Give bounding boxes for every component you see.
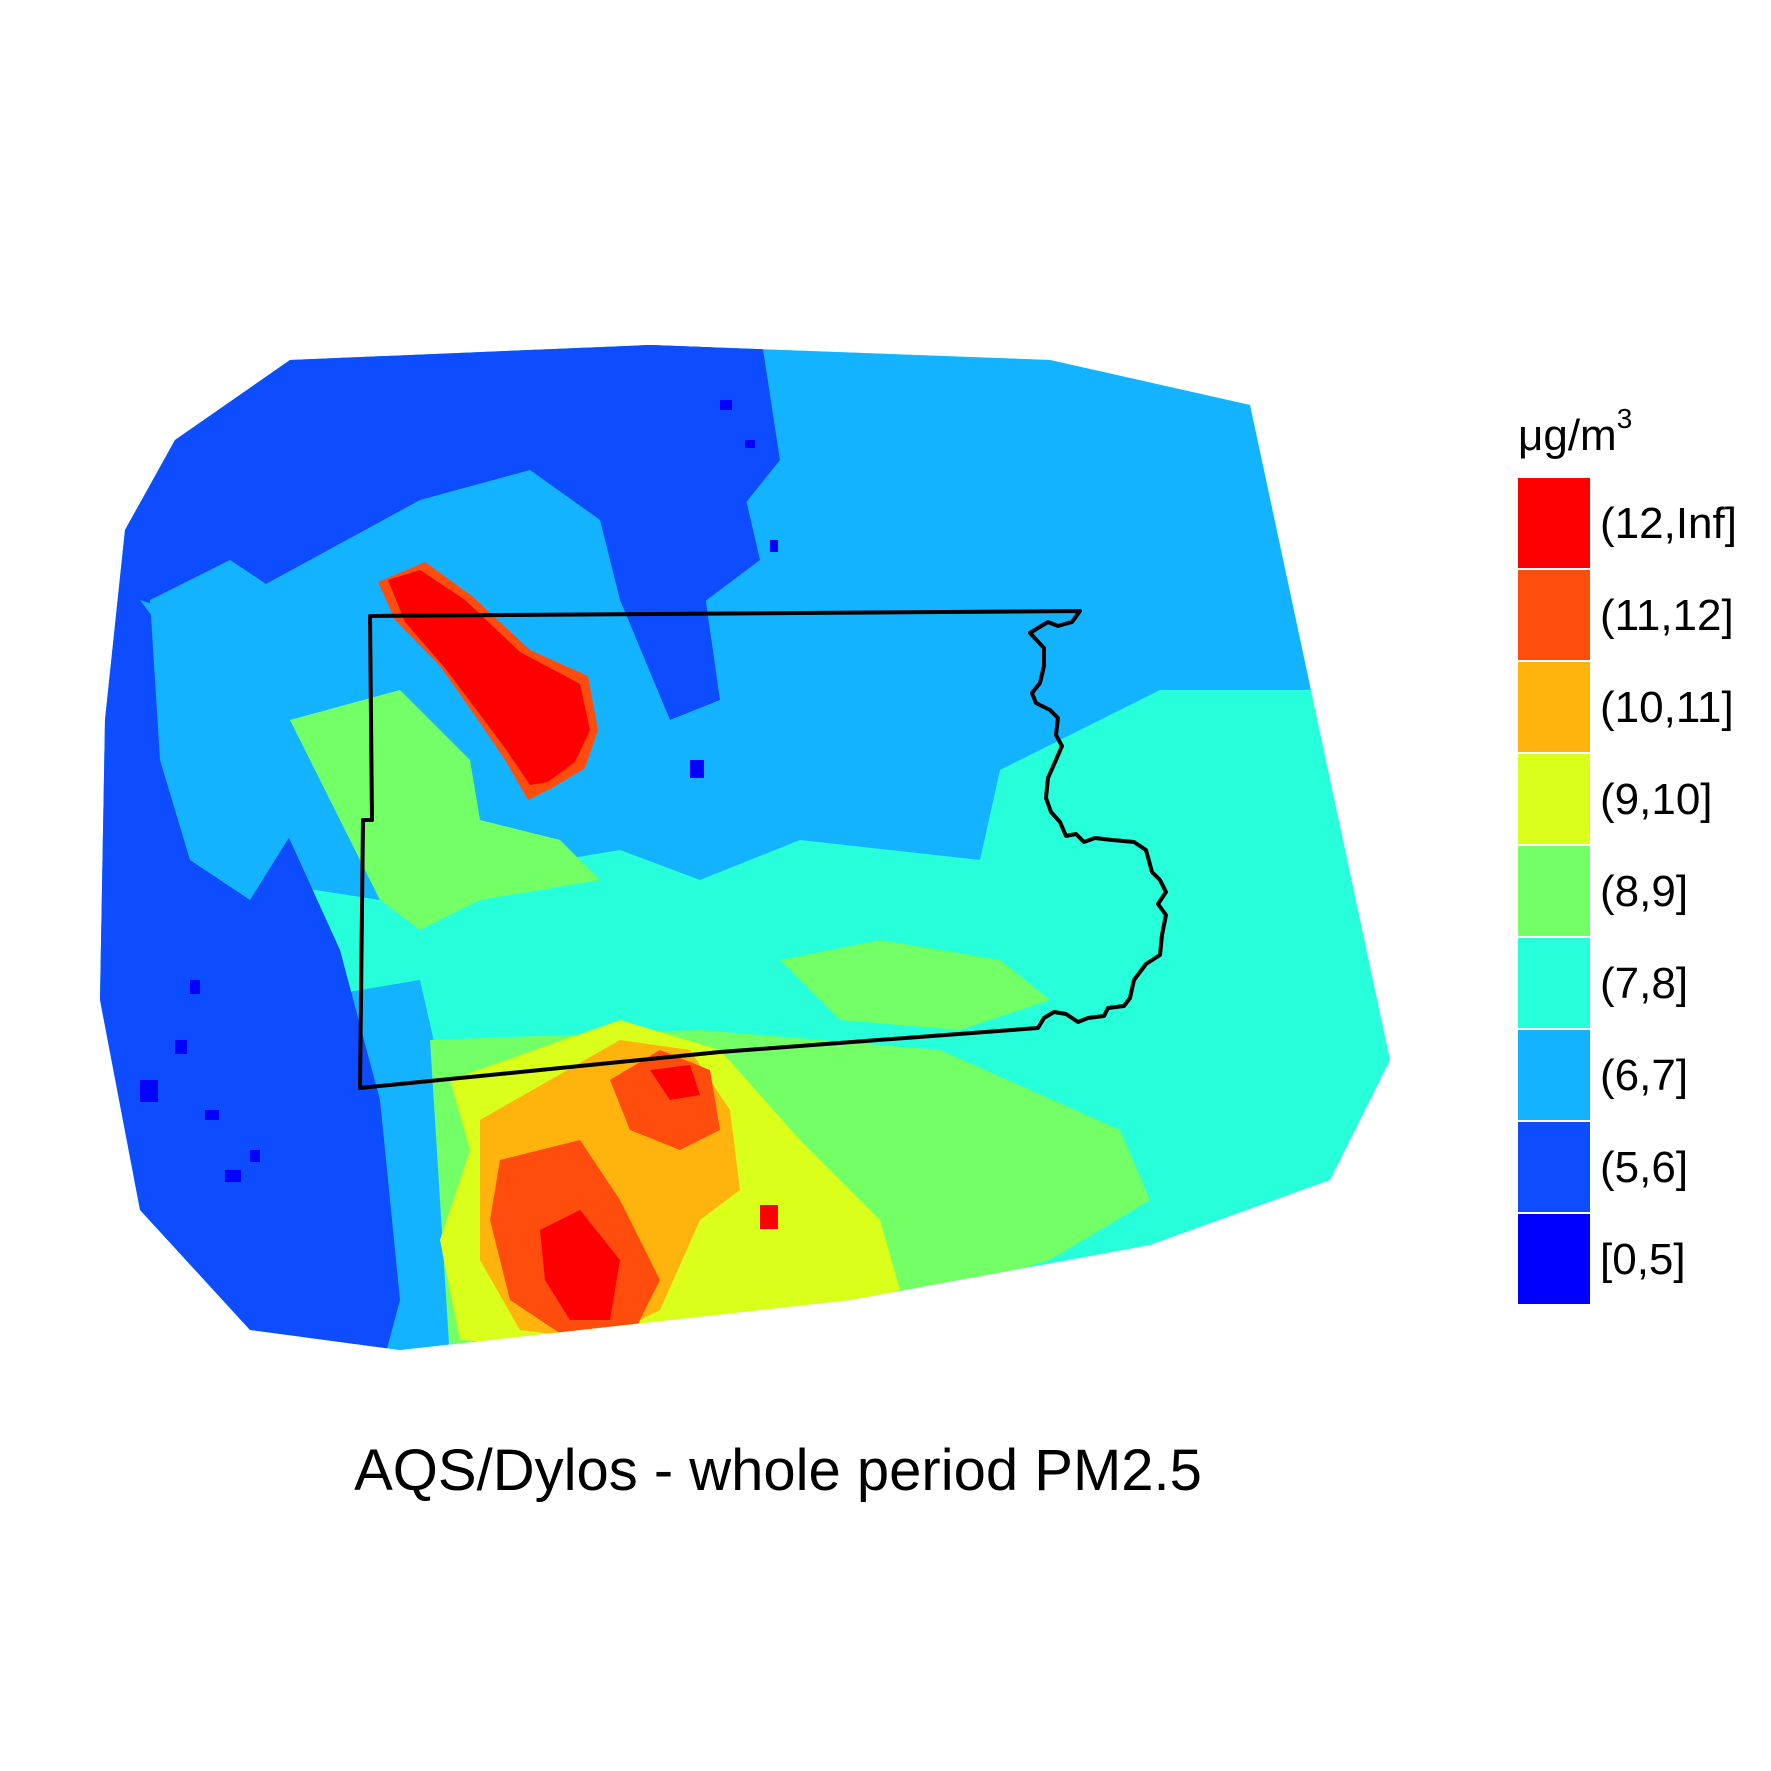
legend-swatch bbox=[1518, 938, 1590, 1028]
legend-items: (12,Inf] (11,12] (10,11] (9,10] (8,9] (7,8] (6… bbox=[1518, 478, 1737, 1304]
legend-swatch bbox=[1518, 1214, 1590, 1304]
legend-unit: μg/m3 bbox=[1518, 403, 1632, 460]
legend-swatch bbox=[1518, 754, 1590, 844]
legend-label: (7,8] bbox=[1600, 959, 1688, 1008]
surface-band-0-5-speckles bbox=[140, 400, 778, 1182]
legend-label: (9,10] bbox=[1600, 775, 1713, 824]
legend-label: [0,5] bbox=[1600, 1235, 1686, 1284]
legend-swatch bbox=[1518, 846, 1590, 936]
surface-band-6-7-west-patch bbox=[150, 560, 340, 900]
legend-label: (8,9] bbox=[1600, 867, 1688, 916]
surface-band-5-6-north bbox=[590, 345, 780, 720]
legend-swatch bbox=[1518, 478, 1590, 568]
legend-swatch bbox=[1518, 1030, 1590, 1120]
legend-label: (5,6] bbox=[1600, 1143, 1688, 1192]
county-boundary bbox=[358, 609, 1168, 1090]
legend-unit-main: μg/m bbox=[1518, 411, 1617, 460]
legend-swatch bbox=[1518, 1122, 1590, 1212]
surface-band-12-inf-speck bbox=[760, 1205, 778, 1229]
surface-band-8-9-central bbox=[290, 690, 600, 930]
legend-swatch bbox=[1518, 662, 1590, 752]
legend-label: (11,12] bbox=[1600, 591, 1734, 640]
map-title: AQS/Dylos - whole period PM2.5 bbox=[354, 1438, 1202, 1503]
legend-label: (6,7] bbox=[1600, 1051, 1688, 1100]
legend-label: (12,Inf] bbox=[1600, 499, 1737, 548]
surface-band-8-9-east-patch bbox=[780, 940, 1050, 1030]
surface-band-12-inf-north bbox=[388, 570, 590, 785]
legend-unit-superscript: 3 bbox=[1617, 403, 1633, 434]
surface-band-12-inf-south-b bbox=[650, 1065, 700, 1100]
surface-band-12-inf-south bbox=[540, 1210, 620, 1320]
legend-swatch bbox=[1518, 570, 1590, 660]
legend: μg/m3 (12,Inf](11,12](10,11](9,10](8,9](… bbox=[1518, 403, 1737, 1304]
legend-label: (10,11] bbox=[1600, 683, 1734, 732]
